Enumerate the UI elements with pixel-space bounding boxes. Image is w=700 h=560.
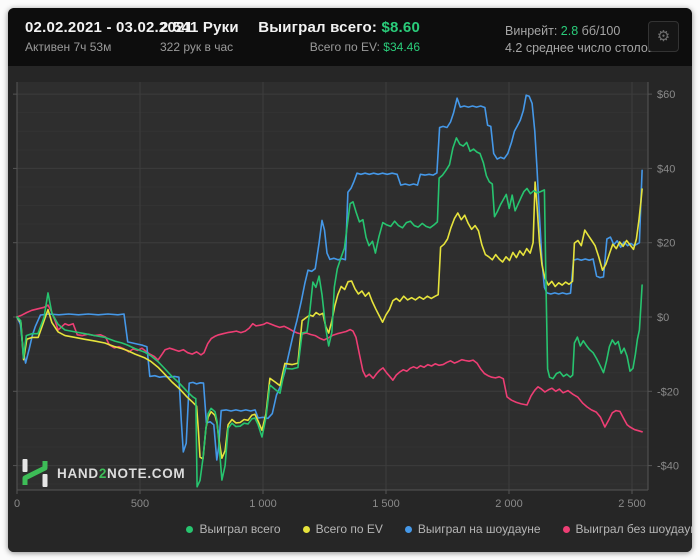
x-axis-label: 1 500 — [372, 498, 400, 510]
series-line-4 — [16, 304, 643, 433]
won-total-label: Выиграл всего: — [258, 19, 378, 36]
legend-dot-icon — [562, 525, 570, 533]
winrate-unit: бб/100 — [581, 24, 621, 38]
hands-block: 2 541 Руки 322 рук в час — [160, 19, 239, 54]
date-range: 02.02.2021 - 03.02.2021 — [25, 19, 194, 36]
chart-area: $60 $40 $20 $0 -$20 -$40 0 500 1 000 1 500 2 000 2 … — [8, 66, 692, 552]
ev-total-label: Всего по EV: — [309, 40, 380, 54]
gear-icon: ⚙ — [656, 27, 671, 45]
x-axis-label: 0 — [14, 498, 20, 510]
legend-dot-icon — [302, 525, 310, 533]
settings-button[interactable]: ⚙ — [648, 21, 679, 52]
winnings-graph-svg: $60 $40 $20 $0 -$20 -$40 0 500 1 000 1 500 2 000 2 … — [13, 82, 679, 510]
series-line-3 — [16, 94, 643, 461]
legend-label: Выиграл на шоудауне — [417, 522, 541, 536]
date-block: 02.02.2021 - 03.02.2021 Активен 7ч 53м — [25, 19, 193, 54]
series-line-2 — [16, 181, 643, 460]
legend-label: Выиграл без шоудауна — [575, 522, 692, 536]
y-axis-label: -$20 — [657, 386, 679, 398]
legend-item-4[interactable]: Выиграл без шоудауна — [562, 522, 692, 536]
winrate-value: 2.8 — [560, 24, 579, 38]
winrate-label: Винрейт: — [505, 24, 558, 38]
hands-per-hour: 322 рук в час — [160, 40, 234, 54]
legend-label: Выиграл всего — [199, 522, 281, 536]
winnings-block: Выиграл всего: $8.60 Всего по EV: $34.46 — [258, 19, 420, 54]
y-axis-label: $60 — [657, 89, 675, 101]
x-axis-label: 2 500 — [618, 498, 646, 510]
hand2note-session-report-window: 02.02.2021 - 03.02.2021 Активен 7ч 53м 2… — [8, 8, 692, 552]
y-axis-label: $40 — [657, 163, 675, 175]
x-axis-label: 1 000 — [249, 498, 277, 510]
hands-count: 2 541 Руки — [160, 19, 239, 36]
winnings-graph: $60 $40 $20 $0 -$20 -$40 0 500 1 000 1 500 2 000 2 … — [8, 66, 692, 520]
report-header: 02.02.2021 - 03.02.2021 Активен 7ч 53м 2… — [8, 8, 692, 66]
logo-text-pre: HAND — [57, 465, 99, 481]
x-axis-label: 500 — [131, 498, 149, 510]
legend-label: Всего по EV — [315, 522, 383, 536]
legend-dot-icon — [404, 525, 412, 533]
active-time: Активен 7ч 53м — [25, 40, 112, 54]
hand2note-logo-icon — [22, 459, 48, 487]
hand2note-logo: HAND2NOTE.COM — [22, 458, 185, 488]
logo-text-post: NOTE.COM — [107, 465, 186, 481]
series-line-1 — [16, 137, 643, 488]
y-axis-label: -$40 — [657, 461, 679, 473]
avg-tables: 4.2 среднее число столов — [505, 41, 655, 55]
logo-text-num: 2 — [98, 465, 108, 481]
legend-item-3[interactable]: Выиграл на шоудауне — [404, 522, 541, 536]
won-total-value: $8.60 — [381, 19, 420, 36]
x-axis-label: 2 000 — [495, 498, 523, 510]
legend-dot-icon — [186, 525, 194, 533]
winrate-block: Винрейт: 2.8 бб/100 4.2 среднее число ст… — [505, 21, 654, 55]
ev-total-value: $34.46 — [383, 40, 420, 54]
y-axis-label: $20 — [657, 238, 675, 250]
legend-item-2[interactable]: Всего по EV — [302, 522, 383, 536]
chart-legend: Выиграл всего Всего по EV Выиграл на шоуда… — [186, 519, 692, 539]
y-axis-label: $0 — [657, 312, 669, 324]
legend-item-1[interactable]: Выиграл всего — [186, 522, 281, 536]
